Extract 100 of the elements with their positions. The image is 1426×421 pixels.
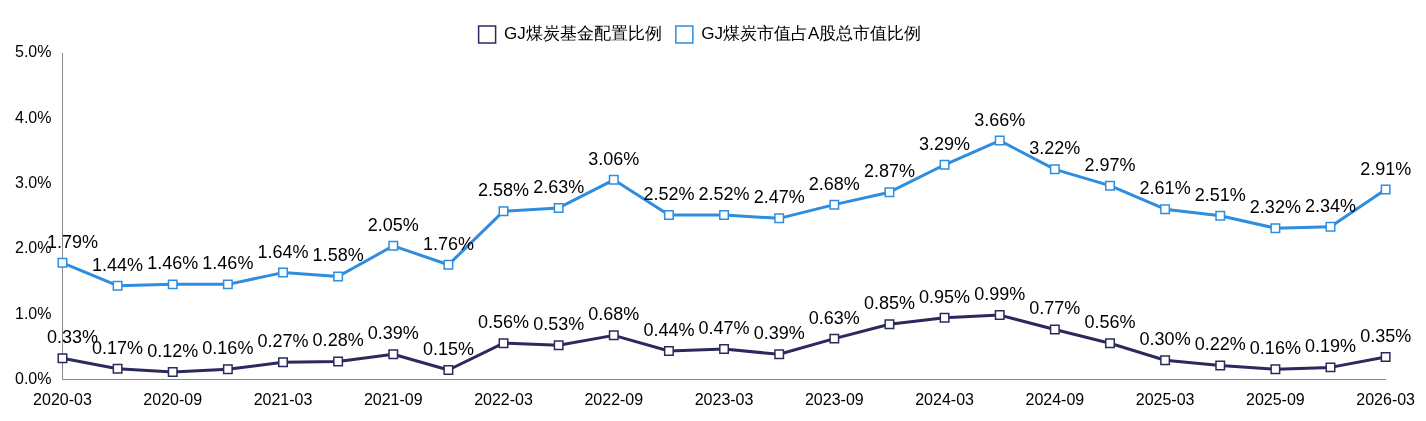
data-label: 0.68% xyxy=(588,304,640,325)
point xyxy=(388,240,399,251)
y-tick-label: 4.0% xyxy=(15,108,52,126)
data-label: 2.47% xyxy=(753,187,805,208)
point xyxy=(443,365,454,375)
point xyxy=(774,213,785,224)
point xyxy=(1104,338,1115,349)
data-label: 2.63% xyxy=(533,176,585,197)
data-label: 0.35% xyxy=(1360,325,1412,346)
point xyxy=(884,319,895,330)
point xyxy=(388,349,399,360)
point xyxy=(112,280,123,291)
data-label: 2.52% xyxy=(643,184,695,205)
point xyxy=(663,210,674,221)
data-label: 3.29% xyxy=(919,133,971,154)
x-tick-label: 2020-03 xyxy=(33,390,92,408)
data-label: 3.22% xyxy=(1029,138,1081,159)
data-label: 2.32% xyxy=(1249,197,1301,218)
point xyxy=(167,279,178,290)
point xyxy=(222,364,233,375)
x-tick-label: 2026-03 xyxy=(1356,390,1416,408)
data-label: 0.77% xyxy=(1029,298,1081,319)
point xyxy=(553,340,564,351)
data-label: 0.99% xyxy=(974,284,1026,305)
legend-label: GJ煤炭市值占A股总市值比例 xyxy=(701,24,922,44)
point xyxy=(1104,180,1115,191)
data-label: 0.16% xyxy=(202,338,254,359)
point xyxy=(1270,223,1281,234)
point xyxy=(498,338,509,349)
x-tick-label: 2021-03 xyxy=(253,390,313,408)
x-tick-label: 2022-09 xyxy=(584,390,644,408)
data-label: 0.15% xyxy=(422,338,474,359)
x-tick-label: 2021-09 xyxy=(363,390,423,408)
point xyxy=(884,187,895,198)
x-tick-label: 2025-09 xyxy=(1246,390,1305,408)
data-label: 0.16% xyxy=(1249,338,1301,359)
point xyxy=(994,135,1005,146)
point xyxy=(829,199,840,210)
point xyxy=(57,353,68,364)
point xyxy=(1215,210,1226,221)
point xyxy=(553,202,564,213)
data-label: 0.47% xyxy=(698,318,750,339)
data-label: 0.56% xyxy=(1084,312,1136,333)
y-tick-label: 3.0% xyxy=(15,174,52,192)
point xyxy=(278,357,288,368)
data-label: 0.56% xyxy=(478,312,530,333)
point xyxy=(829,333,840,344)
data-label: 1.46% xyxy=(147,253,199,274)
data-label: 0.28% xyxy=(312,330,364,351)
point xyxy=(333,271,344,282)
point xyxy=(1380,184,1391,195)
point xyxy=(939,312,950,323)
x-tick-label: 2020-09 xyxy=(143,390,203,408)
data-label: 1.64% xyxy=(257,241,309,262)
y-tick-label: 5.0% xyxy=(15,43,52,61)
point xyxy=(1325,362,1336,373)
point xyxy=(222,279,233,290)
x-tick-label: 2025-03 xyxy=(1135,390,1195,408)
data-label: 2.97% xyxy=(1084,154,1136,175)
data-label: 0.19% xyxy=(1304,336,1357,357)
point xyxy=(167,366,178,377)
data-label: 0.12% xyxy=(147,340,199,361)
point xyxy=(1049,164,1060,175)
data-label: 2.87% xyxy=(863,161,915,182)
point xyxy=(608,174,619,185)
data-label: 0.44% xyxy=(643,320,695,341)
data-label: 0.63% xyxy=(808,307,860,328)
x-tick-label: 2024-09 xyxy=(1025,390,1085,408)
data-label: 2.68% xyxy=(808,173,860,194)
point xyxy=(663,346,674,357)
x-tick-label: 2023-09 xyxy=(804,390,864,408)
point xyxy=(719,344,730,355)
data-label: 1.44% xyxy=(92,254,144,275)
point xyxy=(1215,360,1226,371)
data-label: 2.52% xyxy=(698,184,750,205)
point xyxy=(608,330,619,341)
data-label: 3.66% xyxy=(974,109,1026,130)
point xyxy=(278,267,288,278)
point xyxy=(443,259,454,270)
point xyxy=(939,159,950,170)
point xyxy=(1049,324,1060,335)
data-label: 0.95% xyxy=(919,286,971,307)
x-tick-label: 2022-03 xyxy=(474,390,533,408)
point xyxy=(1270,364,1281,375)
point xyxy=(994,310,1005,321)
y-tick-label: 0.0% xyxy=(15,370,52,388)
point xyxy=(1160,204,1171,215)
data-label: 3.06% xyxy=(588,148,640,169)
data-label: 0.30% xyxy=(1139,329,1191,350)
data-label: 0.39% xyxy=(753,323,805,344)
data-label: 2.51% xyxy=(1194,184,1246,205)
data-label: 2.34% xyxy=(1304,195,1357,216)
x-tick-label: 2023-03 xyxy=(694,390,754,408)
point xyxy=(1160,355,1171,366)
data-label: 2.91% xyxy=(1360,158,1412,179)
data-label: 0.22% xyxy=(1194,334,1246,355)
point xyxy=(774,349,785,360)
data-label: 2.61% xyxy=(1139,178,1191,199)
data-label: 1.58% xyxy=(312,245,364,266)
y-tick-label: 1.0% xyxy=(15,304,52,322)
